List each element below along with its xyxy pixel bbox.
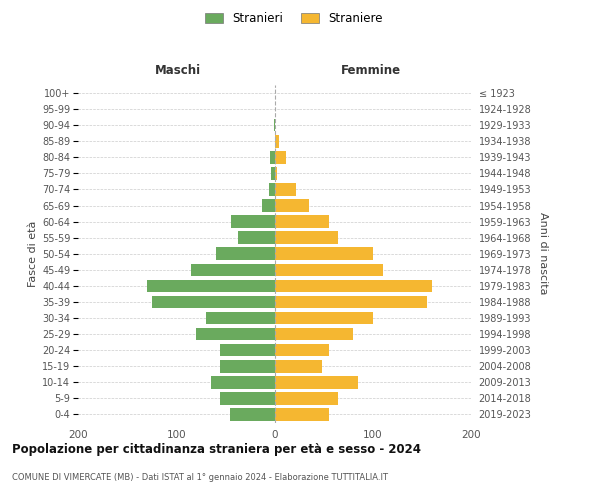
Bar (269, 183, 275, 196)
Bar (275, 151, 286, 164)
Bar (230, 408, 275, 420)
Bar (275, 167, 277, 179)
Bar (275, 232, 338, 244)
Bar (275, 216, 329, 228)
Bar (275, 392, 338, 404)
Bar (215, 248, 275, 260)
Bar (275, 360, 322, 372)
Bar (196, 328, 275, 340)
Bar (275, 264, 383, 276)
Text: COMUNE DI VIMERCATE (MB) - Dati ISTAT al 1° gennaio 2024 - Elaborazione TUTTITAL: COMUNE DI VIMERCATE (MB) - Dati ISTAT al… (12, 472, 388, 482)
Bar (220, 344, 275, 356)
Bar (275, 296, 427, 308)
Y-axis label: Fasce di età: Fasce di età (28, 220, 38, 287)
Bar (271, 167, 275, 179)
Bar (275, 408, 329, 420)
Y-axis label: Anni di nascita: Anni di nascita (538, 212, 548, 295)
Bar (147, 280, 275, 292)
Bar (191, 264, 275, 276)
Bar (275, 280, 432, 292)
Bar (262, 200, 275, 212)
Bar (275, 135, 280, 147)
Bar (275, 376, 358, 388)
Bar (274, 119, 275, 132)
Legend: Stranieri, Straniere: Stranieri, Straniere (202, 8, 386, 28)
Bar (231, 216, 275, 228)
Bar (275, 312, 373, 324)
Bar (275, 344, 329, 356)
Bar (152, 296, 275, 308)
Bar (275, 328, 353, 340)
Bar (206, 312, 275, 324)
Bar (238, 232, 275, 244)
Bar (269, 151, 275, 164)
Bar (220, 360, 275, 372)
Text: Femmine: Femmine (341, 64, 401, 76)
Text: Maschi: Maschi (155, 64, 201, 76)
Bar (211, 376, 275, 388)
Bar (275, 183, 296, 196)
Bar (220, 392, 275, 404)
Bar (275, 248, 373, 260)
Text: Popolazione per cittadinanza straniera per età e sesso - 2024: Popolazione per cittadinanza straniera p… (12, 442, 421, 456)
Bar (275, 200, 309, 212)
